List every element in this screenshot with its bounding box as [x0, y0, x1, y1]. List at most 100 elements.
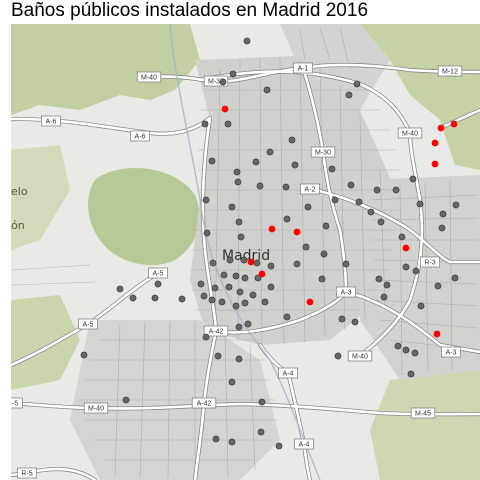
restroom-marker-red[interactable]	[258, 270, 266, 278]
restroom-marker-gray[interactable]	[237, 233, 245, 241]
restroom-marker-gray[interactable]	[283, 215, 291, 223]
restroom-marker-gray[interactable]	[342, 260, 350, 268]
restroom-marker-gray[interactable]	[267, 262, 275, 270]
restroom-marker-gray[interactable]	[293, 260, 301, 268]
restroom-marker-gray[interactable]	[122, 396, 130, 404]
restroom-marker-gray[interactable]	[228, 203, 236, 211]
restroom-marker-gray[interactable]	[178, 295, 186, 303]
restroom-marker-gray[interactable]	[219, 78, 227, 86]
restroom-marker-gray[interactable]	[412, 267, 420, 275]
restroom-marker-red[interactable]	[293, 228, 301, 236]
restroom-marker-gray[interactable]	[208, 157, 216, 165]
restroom-marker-gray[interactable]	[154, 280, 162, 288]
restroom-marker-gray[interactable]	[257, 428, 265, 436]
restroom-marker-gray[interactable]	[256, 182, 264, 190]
restroom-marker-gray[interactable]	[320, 250, 328, 258]
restroom-marker-gray[interactable]	[240, 256, 248, 264]
restroom-marker-red[interactable]	[268, 225, 276, 233]
restroom-marker-gray[interactable]	[338, 315, 346, 323]
restroom-marker-gray[interactable]	[283, 313, 291, 321]
restroom-marker-gray[interactable]	[116, 285, 124, 293]
restroom-marker-red[interactable]	[306, 298, 314, 306]
restroom-marker-gray[interactable]	[267, 283, 275, 291]
restroom-marker-gray[interactable]	[411, 349, 419, 357]
restroom-marker-gray[interactable]	[347, 181, 355, 189]
restroom-marker-gray[interactable]	[151, 294, 159, 302]
restroom-marker-gray[interactable]	[202, 196, 210, 204]
restroom-marker-gray[interactable]	[241, 299, 249, 307]
restroom-marker-red[interactable]	[402, 244, 410, 252]
restroom-marker-red[interactable]	[247, 258, 255, 266]
restroom-marker-red[interactable]	[433, 330, 441, 338]
restroom-marker-gray[interactable]	[452, 201, 460, 209]
restroom-marker-gray[interactable]	[261, 298, 269, 306]
restroom-marker-gray[interactable]	[304, 203, 312, 211]
restroom-marker-gray[interactable]	[218, 298, 226, 306]
restroom-marker-gray[interactable]	[367, 208, 375, 216]
restroom-marker-gray[interactable]	[407, 370, 415, 378]
restroom-marker-gray[interactable]	[252, 158, 260, 166]
restroom-marker-gray[interactable]	[228, 438, 236, 446]
restroom-marker-gray[interactable]	[345, 91, 353, 99]
restroom-marker-gray[interactable]	[226, 256, 234, 264]
restroom-marker-gray[interactable]	[355, 198, 363, 206]
restroom-marker-gray[interactable]	[203, 229, 211, 237]
restroom-marker-gray[interactable]	[417, 302, 425, 310]
restroom-marker-gray[interactable]	[224, 120, 232, 128]
restroom-marker-gray[interactable]	[434, 282, 442, 290]
restroom-marker-gray[interactable]	[302, 243, 310, 251]
restroom-marker-gray[interactable]	[225, 283, 233, 291]
restroom-marker-gray[interactable]	[214, 352, 222, 360]
restroom-marker-gray[interactable]	[200, 292, 208, 300]
restroom-marker-gray[interactable]	[228, 378, 236, 386]
restroom-marker-red[interactable]	[221, 105, 229, 113]
restroom-marker-gray[interactable]	[416, 200, 424, 208]
restroom-marker-gray[interactable]	[232, 272, 240, 280]
restroom-marker-gray[interactable]	[402, 263, 410, 271]
restroom-marker-gray[interactable]	[377, 218, 385, 226]
restroom-marker-red[interactable]	[450, 120, 458, 128]
restroom-marker-gray[interactable]	[243, 37, 251, 45]
restroom-marker-gray[interactable]	[235, 323, 243, 331]
restroom-marker-gray[interactable]	[208, 296, 216, 304]
restroom-marker-gray[interactable]	[318, 275, 326, 283]
restroom-marker-gray[interactable]	[275, 442, 283, 450]
restroom-marker-gray[interactable]	[392, 186, 400, 194]
restroom-marker-gray[interactable]	[375, 275, 383, 283]
restroom-marker-gray[interactable]	[229, 70, 237, 78]
restroom-marker-gray[interactable]	[249, 291, 257, 299]
restroom-marker-gray[interactable]	[398, 233, 406, 241]
restroom-marker-red[interactable]	[437, 124, 445, 132]
restroom-marker-gray[interactable]	[380, 293, 388, 301]
restroom-marker-gray[interactable]	[263, 86, 271, 94]
restroom-marker-gray[interactable]	[438, 224, 446, 232]
restroom-marker-gray[interactable]	[334, 352, 342, 360]
restroom-marker-gray[interactable]	[197, 280, 205, 288]
restroom-marker-gray[interactable]	[282, 183, 290, 191]
restroom-marker-gray[interactable]	[212, 435, 220, 443]
restroom-marker-gray[interactable]	[351, 318, 359, 326]
restroom-marker-gray[interactable]	[129, 294, 137, 302]
restroom-marker-gray[interactable]	[241, 274, 249, 282]
restroom-marker-gray[interactable]	[373, 186, 381, 194]
restroom-marker-gray[interactable]	[80, 351, 88, 359]
restroom-marker-gray[interactable]	[232, 302, 240, 310]
restroom-marker-gray[interactable]	[331, 196, 339, 204]
restroom-marker-gray[interactable]	[328, 165, 336, 173]
restroom-marker-gray[interactable]	[234, 178, 242, 186]
restroom-marker-gray[interactable]	[209, 259, 217, 267]
restroom-marker-gray[interactable]	[220, 271, 228, 279]
restroom-marker-gray[interactable]	[451, 274, 459, 282]
restroom-marker-gray[interactable]	[409, 175, 417, 183]
restroom-marker-gray[interactable]	[254, 274, 262, 282]
restroom-marker-gray[interactable]	[353, 80, 361, 88]
restroom-marker-red[interactable]	[431, 160, 439, 168]
restroom-marker-red[interactable]	[431, 139, 439, 147]
restroom-marker-gray[interactable]	[291, 161, 299, 169]
restroom-marker-gray[interactable]	[288, 136, 296, 144]
restroom-marker-gray[interactable]	[322, 222, 330, 230]
restroom-marker-gray[interactable]	[402, 346, 410, 354]
restroom-marker-gray[interactable]	[439, 210, 447, 218]
restroom-marker-gray[interactable]	[244, 320, 252, 328]
restroom-marker-gray[interactable]	[266, 148, 274, 156]
